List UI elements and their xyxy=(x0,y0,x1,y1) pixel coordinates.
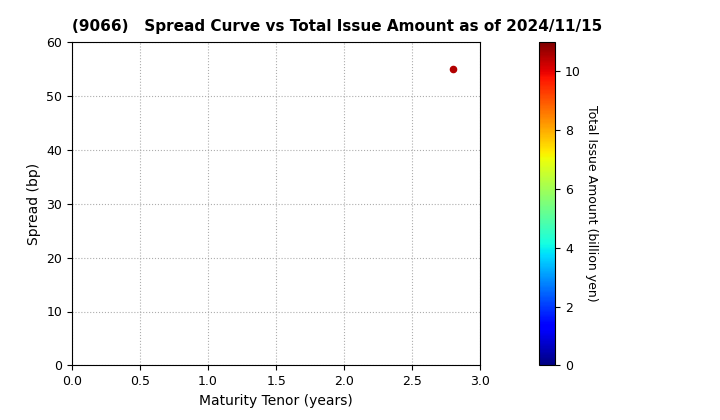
Y-axis label: Spread (bp): Spread (bp) xyxy=(27,163,41,245)
Point xyxy=(447,66,459,72)
Text: (9066)   Spread Curve vs Total Issue Amount as of 2024/11/15: (9066) Spread Curve vs Total Issue Amoun… xyxy=(72,19,602,34)
Y-axis label: Total Issue Amount (billion yen): Total Issue Amount (billion yen) xyxy=(585,105,598,302)
X-axis label: Maturity Tenor (years): Maturity Tenor (years) xyxy=(199,394,353,408)
